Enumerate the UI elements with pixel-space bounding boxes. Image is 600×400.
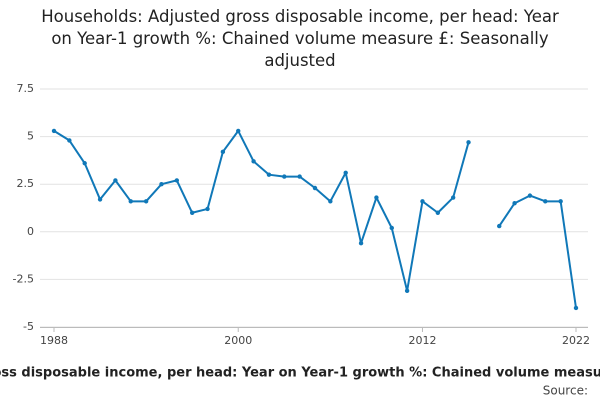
data-point (343, 170, 348, 175)
data-point (143, 199, 149, 204)
data-point (466, 140, 471, 145)
data-point (389, 225, 394, 231)
data-point (251, 159, 256, 164)
data-line (53, 129, 577, 309)
x-tick-label: 2000 (224, 334, 252, 347)
data-point (189, 210, 195, 215)
x-tick-label: 1988 (40, 334, 68, 347)
x-axis-label: Households: Adjusted gross disposable in… (0, 366, 600, 381)
data-point (174, 178, 180, 183)
data-point (328, 199, 333, 204)
data-point (282, 174, 287, 179)
data-point (512, 201, 517, 206)
data-point (497, 223, 502, 229)
y-tick-label: -5 (23, 320, 34, 333)
data-point (220, 149, 226, 155)
data-point (404, 288, 410, 294)
data-point (97, 197, 103, 202)
data-point (450, 195, 456, 200)
source: Source: (543, 384, 588, 398)
x-tick-label: 2012 (408, 334, 436, 347)
data-point (128, 199, 133, 204)
data-point (266, 172, 272, 177)
data-point (435, 210, 441, 215)
data-point (543, 199, 548, 204)
y-tick-label: -2.5 (13, 272, 34, 285)
data-point (358, 241, 364, 246)
data-point (82, 161, 87, 166)
y-tick-label: 5 (27, 130, 34, 143)
data-point (312, 185, 318, 191)
data-point (236, 128, 241, 134)
data-point (51, 128, 57, 134)
x-tick-label: 2022 (562, 334, 590, 347)
data-point (420, 199, 425, 204)
data-point (205, 206, 210, 212)
data-point (67, 138, 72, 143)
data-point (113, 178, 118, 183)
data-point (374, 195, 379, 200)
data-point (527, 193, 533, 198)
y-tick-label: 0 (27, 225, 34, 238)
y-tick-label: 2.5 (17, 177, 35, 190)
data-point (159, 182, 164, 187)
chart-title: Households: Adjusted gross disposable in… (41, 7, 559, 70)
data-point (558, 199, 563, 204)
data-point (573, 305, 579, 311)
data-point (297, 174, 302, 179)
y-tick-label: 7.5 (17, 82, 35, 95)
